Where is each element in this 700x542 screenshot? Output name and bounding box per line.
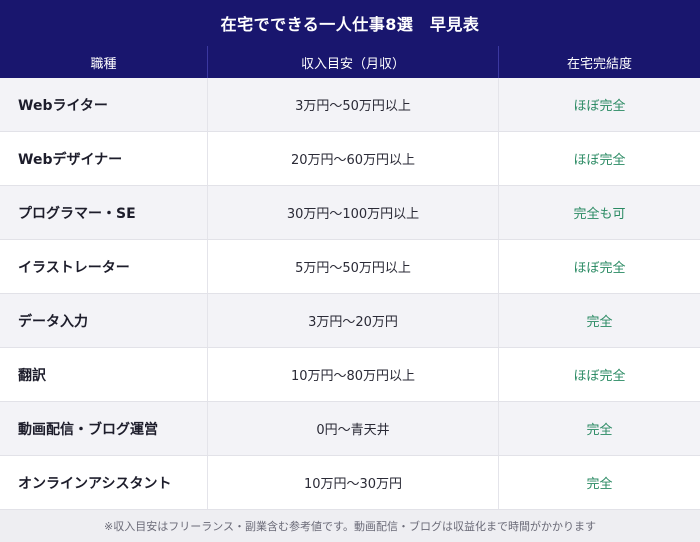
- remote-cell: 完全: [586, 477, 613, 492]
- table-row: Webデザイナー 20万円〜60万円以上 ほぼ完全: [0, 132, 700, 186]
- remote-cell: ほぼ完全: [573, 261, 626, 276]
- table-row: イラストレーター 5万円〜50万円以上 ほぼ完全: [0, 240, 700, 294]
- header-job: 職種: [0, 46, 208, 78]
- job-cell: イラストレーター: [0, 240, 208, 293]
- income-cell: 0円〜青天井: [208, 402, 499, 455]
- job-cell: Webライター: [0, 78, 208, 131]
- remote-cell: 完全: [586, 423, 613, 438]
- table-row: オンラインアシスタント 10万円〜30万円 完全: [0, 456, 700, 510]
- job-cell: データ入力: [0, 294, 208, 347]
- income-cell: 30万円〜100万円以上: [208, 186, 499, 239]
- table-row: プログラマー・SE 30万円〜100万円以上 完全も可: [0, 186, 700, 240]
- income-cell: 5万円〜50万円以上: [208, 240, 499, 293]
- table-row: データ入力 3万円〜20万円 完全: [0, 294, 700, 348]
- footnote: ※収入目安はフリーランス・副業含む参考値です。動画配信・ブログは収益化まで時間が…: [0, 510, 700, 542]
- job-cell: オンラインアシスタント: [0, 456, 208, 509]
- job-cell: 翻訳: [0, 348, 208, 401]
- remote-cell: 完全も可: [573, 207, 626, 222]
- job-cell: Webデザイナー: [0, 132, 208, 185]
- table-row: 翻訳 10万円〜80万円以上 ほぼ完全: [0, 348, 700, 402]
- income-cell: 3万円〜20万円: [208, 294, 499, 347]
- remote-cell: 完全: [586, 315, 613, 330]
- table-header-row: 職種 収入目安（月収） 在宅完結度: [0, 46, 700, 78]
- remote-cell: ほぼ完全: [573, 99, 626, 114]
- income-cell: 20万円〜60万円以上: [208, 132, 499, 185]
- job-cell: プログラマー・SE: [0, 186, 208, 239]
- job-cell: 動画配信・ブログ運営: [0, 402, 208, 455]
- table-title: 在宅でできる一人仕事8選 早見表: [0, 0, 700, 46]
- table-row: 動画配信・ブログ運営 0円〜青天井 完全: [0, 402, 700, 456]
- income-cell: 10万円〜30万円: [208, 456, 499, 509]
- income-cell: 10万円〜80万円以上: [208, 348, 499, 401]
- table-row: Webライター 3万円〜50万円以上 ほぼ完全: [0, 78, 700, 132]
- income-cell: 3万円〜50万円以上: [208, 78, 499, 131]
- header-remote: 在宅完結度: [566, 56, 632, 72]
- remote-cell: ほぼ完全: [573, 153, 626, 168]
- header-income: 収入目安（月収）: [208, 46, 499, 78]
- remote-cell: ほぼ完全: [573, 369, 626, 384]
